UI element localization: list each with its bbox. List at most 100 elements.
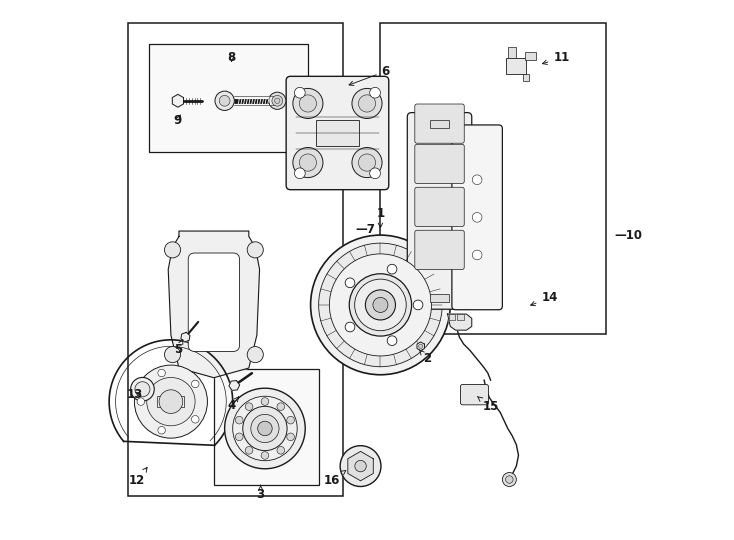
Text: 16: 16 [324,470,346,487]
Circle shape [164,242,181,258]
Bar [430,119,449,128]
FancyBboxPatch shape [286,76,389,190]
Circle shape [245,403,253,410]
Bar [430,294,449,302]
FancyBboxPatch shape [415,144,464,184]
Circle shape [358,95,376,112]
Circle shape [352,89,382,118]
Polygon shape [168,231,260,377]
Bar [523,75,529,81]
Circle shape [269,92,286,110]
Circle shape [261,397,269,406]
Polygon shape [181,333,190,342]
Bar [128,23,343,496]
Bar [158,396,184,407]
Circle shape [355,461,366,472]
Circle shape [277,447,285,454]
Circle shape [370,87,380,98]
Bar [380,23,606,334]
Circle shape [319,243,442,367]
Circle shape [236,433,243,441]
Circle shape [352,147,382,178]
Text: 3: 3 [257,485,265,501]
Circle shape [366,290,396,320]
Circle shape [340,446,381,487]
Circle shape [158,427,165,434]
Circle shape [135,382,150,397]
Circle shape [275,98,280,104]
Circle shape [294,87,305,98]
Polygon shape [229,381,240,390]
Polygon shape [172,94,184,107]
Circle shape [330,254,432,356]
Circle shape [159,390,183,414]
Circle shape [215,91,234,111]
Circle shape [192,380,199,388]
Text: —7: —7 [355,223,375,236]
FancyBboxPatch shape [452,125,502,310]
Circle shape [272,96,283,106]
Circle shape [472,175,482,185]
Circle shape [258,421,272,436]
Bar [508,46,516,58]
Circle shape [245,447,253,454]
Circle shape [472,213,482,222]
Text: —10: —10 [614,228,642,241]
Circle shape [293,89,323,118]
Bar [316,119,359,146]
Text: 15: 15 [477,396,498,414]
Circle shape [158,369,165,377]
Circle shape [243,406,287,451]
Circle shape [164,347,181,363]
Bar [214,369,319,485]
Circle shape [192,416,199,423]
Circle shape [388,336,397,346]
Circle shape [370,168,380,179]
Circle shape [349,274,412,336]
Circle shape [299,95,316,112]
Polygon shape [417,342,424,350]
Circle shape [287,416,294,424]
Text: 1: 1 [377,207,385,227]
FancyBboxPatch shape [415,104,464,143]
Text: 12: 12 [129,468,147,487]
Text: 6: 6 [349,65,390,85]
Circle shape [134,365,208,438]
Circle shape [261,451,269,460]
Circle shape [388,264,397,274]
Bar [457,314,464,321]
Text: 2: 2 [420,350,432,365]
Circle shape [251,414,279,443]
Circle shape [147,377,195,426]
Circle shape [137,398,145,406]
FancyBboxPatch shape [415,187,464,226]
Bar [150,44,308,152]
Circle shape [345,278,355,288]
Circle shape [310,235,450,375]
Circle shape [247,242,264,258]
Circle shape [418,344,423,348]
FancyBboxPatch shape [415,230,464,269]
Circle shape [506,476,513,483]
Text: 14: 14 [531,292,558,306]
Bar [506,58,526,75]
Text: 8: 8 [228,51,236,64]
FancyBboxPatch shape [460,384,488,405]
Circle shape [219,96,230,106]
Circle shape [355,279,406,330]
Circle shape [294,168,305,179]
Text: 11: 11 [542,51,570,64]
Circle shape [293,147,323,178]
FancyBboxPatch shape [407,113,472,309]
Circle shape [472,250,482,260]
Bar [526,52,537,60]
Circle shape [277,403,285,410]
Circle shape [358,154,376,171]
Text: 4: 4 [228,397,239,412]
Circle shape [131,377,154,401]
Circle shape [287,433,294,441]
Polygon shape [348,451,374,481]
Text: 5: 5 [174,340,183,356]
FancyBboxPatch shape [188,253,239,352]
Text: 13: 13 [127,388,143,401]
